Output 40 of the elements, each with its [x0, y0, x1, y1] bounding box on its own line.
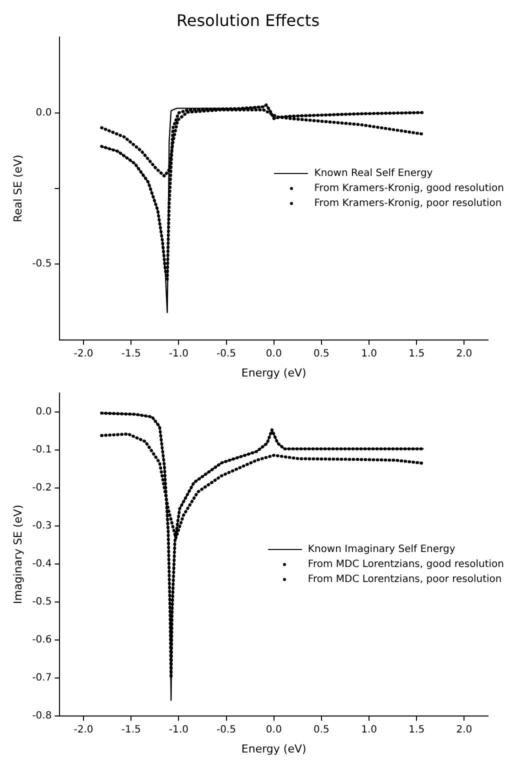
chart-title: Resolution Effects [176, 10, 320, 30]
x-tick-label: 1.5 [408, 724, 425, 736]
y-tick-label: -0.8 [32, 710, 52, 722]
x-tick-label: -1.0 [168, 348, 188, 360]
x-tick-label: -0.5 [216, 348, 236, 360]
x-tick-label: -1.5 [121, 348, 141, 360]
x-tick-label: 0.5 [313, 348, 330, 360]
y-tick-label: -0.6 [32, 634, 52, 646]
legend-label: Known Imaginary Self Energy [308, 542, 456, 557]
x-tick-label: -1.5 [121, 724, 141, 736]
y-tick-label: -0.4 [32, 558, 52, 570]
y-axis-title: Real SE (eV) [11, 154, 24, 222]
x-axis-title: Energy (eV) [241, 366, 306, 380]
x-tick-label: 0.0 [266, 348, 282, 360]
x-tick-label: -0.5 [216, 724, 236, 736]
y-tick-label: 0.0 [36, 107, 52, 118]
y-tick-label: -0.5 [32, 258, 52, 270]
legend-label: Known Real Self Energy [314, 166, 433, 181]
x-tick-label: -2.0 [74, 724, 94, 736]
y-tick-label: -0.2 [32, 482, 52, 494]
x-tick-label: 2.0 [456, 348, 472, 360]
x-tick-label: 1.0 [361, 724, 377, 736]
y-tick-label: -0.3 [32, 520, 52, 532]
legend-label: From MDC Lorentzians, good resolution [308, 558, 504, 572]
x-tick-label: 1.5 [408, 348, 425, 360]
x-tick-label: -2.0 [74, 348, 94, 360]
legend-label: From Kramers-Kronig, poor resolution [314, 196, 502, 211]
x-tick-label: 2.0 [456, 724, 472, 736]
y-axis-title: Imaginary SE (eV) [11, 504, 24, 604]
x-tick-label: 1.0 [361, 348, 377, 360]
x-axis-title: Energy (eV) [241, 742, 306, 756]
y-tick-label: -0.1 [32, 444, 52, 456]
x-tick-label: -1.0 [168, 724, 188, 736]
x-tick-label: 0.0 [266, 724, 282, 736]
legend-label: From Kramers-Kronig, good resolution [314, 182, 504, 196]
y-tick-label: -0.5 [32, 596, 52, 608]
x-tick-label: 0.5 [313, 724, 330, 736]
y-tick-label: -0.7 [32, 672, 52, 684]
y-tick-label: 0.0 [36, 406, 52, 418]
legend-label: From MDC Lorentzians, poor resolution [308, 572, 502, 587]
